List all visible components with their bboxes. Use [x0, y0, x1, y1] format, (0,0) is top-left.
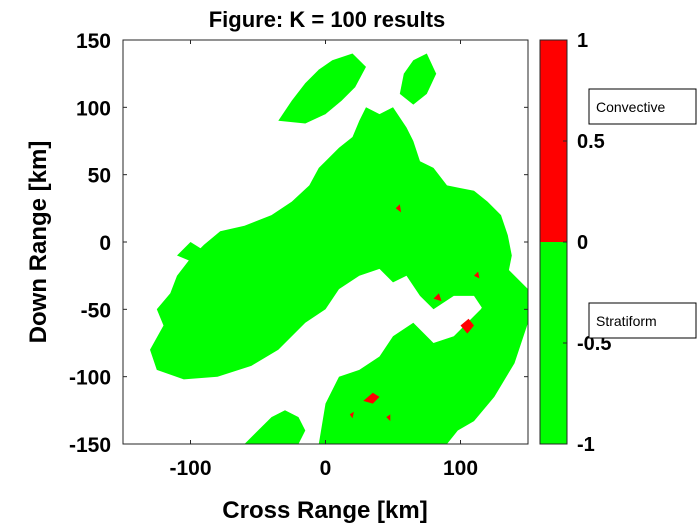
convective-region-6 — [474, 271, 480, 279]
y-axis-label: Down Range [km] — [25, 141, 52, 344]
stratiform-region-3 — [278, 53, 366, 124]
convective-region-3 — [395, 204, 402, 213]
annotation-stratiform: Stratiform — [588, 302, 697, 339]
stratiform-region-2 — [244, 410, 306, 444]
annotation-convective: Convective — [588, 88, 697, 125]
convective-region-5 — [349, 411, 354, 419]
y-axis: 150 100 50 0 -50 -100 -150 — [69, 30, 528, 457]
y-tick-label-1: 100 — [76, 97, 111, 120]
stratiform-region-6 — [177, 242, 202, 263]
y-tick-label-0: 150 — [76, 30, 111, 53]
x-axis-label: Cross Range [km] — [222, 497, 427, 524]
colorbar-tick-label-0: 1 — [577, 30, 588, 52]
annotation-convective-label: Convective — [596, 99, 665, 115]
convective-layer — [349, 204, 480, 422]
x-axis: -100 0 100 — [169, 40, 478, 480]
annotation-stratiform-box — [588, 302, 697, 339]
y-tick-label-6: -150 — [69, 434, 111, 457]
colorbar-segment-1 — [540, 242, 567, 444]
stratiform-region-0 — [150, 107, 512, 380]
convective-region-0 — [363, 392, 380, 404]
annotation-stratiform-label: Stratiform — [596, 313, 657, 329]
convective-region-2 — [433, 293, 442, 302]
y-tick-label-2: 50 — [88, 165, 111, 188]
chart-title: Figure: K = 100 results — [209, 7, 446, 32]
colorbar: 10.50-0.5-1 — [539, 30, 611, 456]
x-tick-label-2: 100 — [443, 457, 478, 480]
y-tick-label-3: 0 — [99, 232, 111, 255]
stratiform-region-4 — [399, 53, 437, 105]
colorbar-tick-label-2: 0 — [577, 232, 588, 254]
colorbar-tick-label-1: 0.5 — [577, 131, 605, 153]
annotation-convective-box — [588, 88, 697, 125]
y-tick-label-5: -100 — [69, 367, 111, 390]
colorbar-tick-label-4: -1 — [577, 434, 595, 456]
x-tick-label-1: 0 — [320, 457, 332, 480]
convective-region-4 — [386, 414, 391, 422]
y-tick-label-4: -50 — [81, 299, 111, 322]
colorbar-segment-0 — [540, 40, 567, 242]
stratiform-region-5 — [298, 194, 333, 222]
x-tick-label-0: -100 — [169, 457, 211, 480]
convective-region-1 — [460, 318, 474, 334]
